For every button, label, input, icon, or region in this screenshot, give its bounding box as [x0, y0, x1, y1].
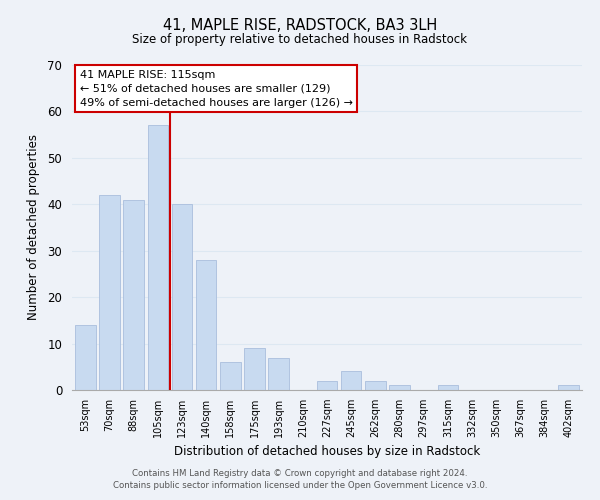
Y-axis label: Number of detached properties: Number of detached properties — [28, 134, 40, 320]
Bar — [99, 195, 120, 390]
Bar — [437, 386, 458, 390]
Bar — [365, 380, 386, 390]
Bar — [559, 386, 579, 390]
Text: Size of property relative to detached houses in Radstock: Size of property relative to detached ho… — [133, 32, 467, 46]
X-axis label: Distribution of detached houses by size in Radstock: Distribution of detached houses by size … — [174, 446, 480, 458]
Bar — [317, 380, 337, 390]
Bar — [268, 358, 289, 390]
Bar — [124, 200, 144, 390]
Bar — [389, 386, 410, 390]
Bar — [244, 348, 265, 390]
Bar — [75, 325, 95, 390]
Bar — [341, 372, 361, 390]
Bar — [196, 260, 217, 390]
Bar — [220, 362, 241, 390]
Bar — [148, 126, 168, 390]
Text: 41, MAPLE RISE, RADSTOCK, BA3 3LH: 41, MAPLE RISE, RADSTOCK, BA3 3LH — [163, 18, 437, 32]
Text: Contains HM Land Registry data © Crown copyright and database right 2024.: Contains HM Land Registry data © Crown c… — [132, 468, 468, 477]
Text: 41 MAPLE RISE: 115sqm
← 51% of detached houses are smaller (129)
49% of semi-det: 41 MAPLE RISE: 115sqm ← 51% of detached … — [80, 70, 353, 108]
Bar — [172, 204, 192, 390]
Text: Contains public sector information licensed under the Open Government Licence v3: Contains public sector information licen… — [113, 481, 487, 490]
